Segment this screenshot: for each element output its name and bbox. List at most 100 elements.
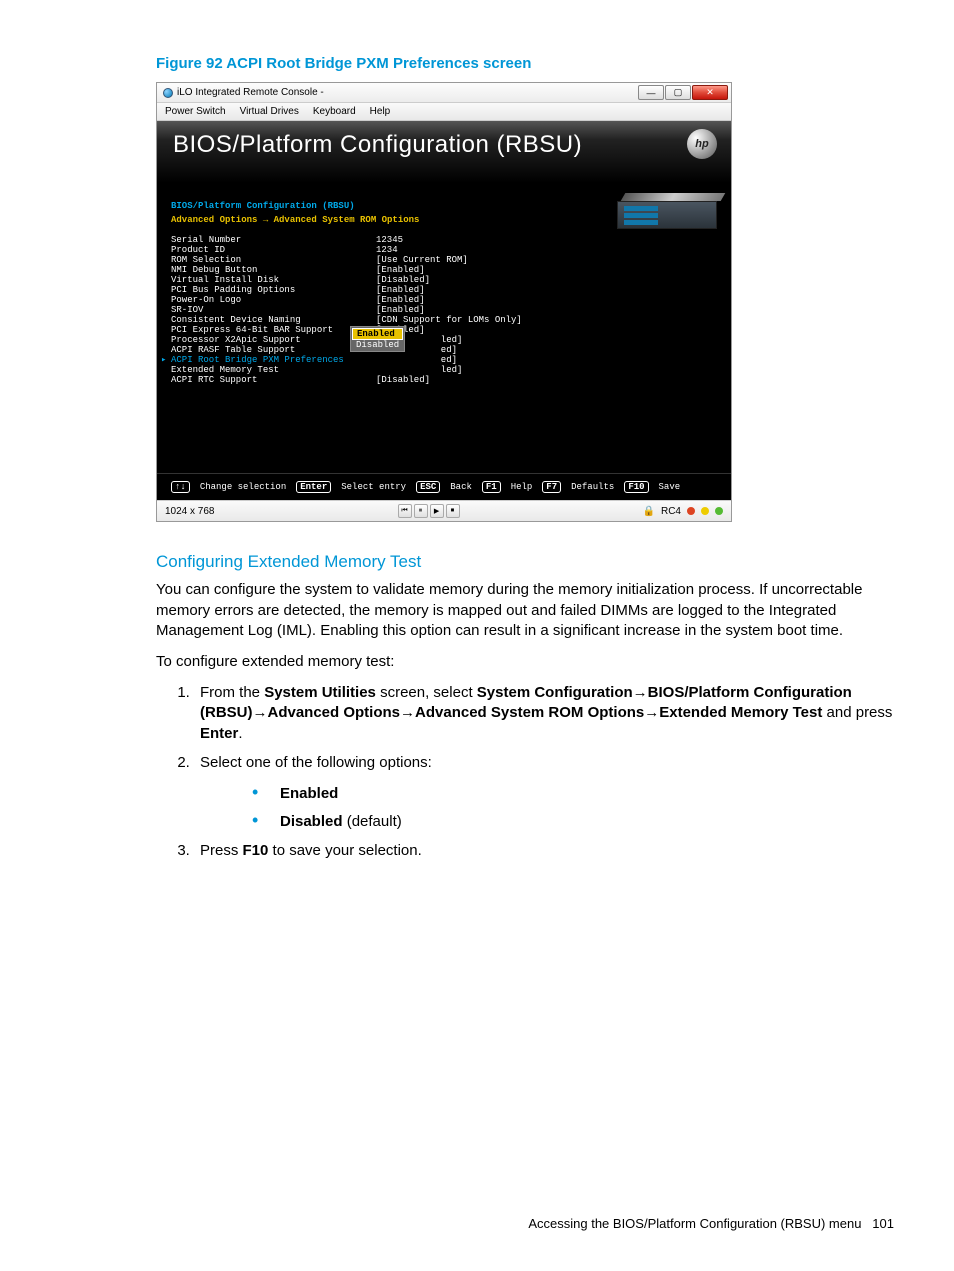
footer-text: Accessing the BIOS/Platform Configuratio… bbox=[528, 1216, 861, 1231]
key-f10-label: Save bbox=[659, 482, 681, 492]
bios-setting-value: [Enabled] bbox=[376, 285, 425, 295]
step1-arrow1: → bbox=[633, 684, 648, 701]
option-enabled: Enabled bbox=[246, 780, 894, 805]
step1-advsysrom: Advanced System ROM Options bbox=[415, 704, 644, 721]
status-dot-red bbox=[687, 507, 695, 515]
option-popup: Enabled Disabled bbox=[350, 326, 405, 352]
option-disabled: Disabled (default) bbox=[246, 808, 894, 833]
bios-setting-row[interactable]: ROM Selection[Use Current ROM] bbox=[171, 255, 717, 265]
bios-setting-row[interactable]: ACPI RASF Table Support ed] bbox=[171, 345, 717, 355]
bios-setting-label: Virtual Install Disk bbox=[171, 275, 376, 285]
bios-setting-row[interactable]: NMI Debug Button[Enabled] bbox=[171, 265, 717, 275]
bios-setting-value: led] bbox=[376, 365, 462, 375]
window-title-group: iLO Integrated Remote Console - bbox=[163, 87, 324, 98]
status-resolution: 1024 x 768 bbox=[165, 506, 215, 517]
bios-setting-value: [Disabled] bbox=[376, 275, 430, 285]
bios-setting-label: Product ID bbox=[171, 245, 376, 255]
steps-list: From the System Utilities screen, select… bbox=[156, 683, 894, 862]
server-illustration-icon bbox=[617, 193, 717, 239]
bios-setting-row[interactable]: Power-On Logo[Enabled] bbox=[171, 295, 717, 305]
bios-setting-label: ACPI RTC Support bbox=[171, 375, 376, 385]
menu-keyboard[interactable]: Keyboard bbox=[313, 106, 356, 117]
play-button[interactable]: ▶ bbox=[430, 504, 444, 518]
bios-setting-row[interactable]: SR-IOV[Enabled] bbox=[171, 305, 717, 315]
lock-icon: 🔒 bbox=[643, 506, 655, 517]
bios-setting-row[interactable]: PCI Bus Padding Options[Enabled] bbox=[171, 285, 717, 295]
key-f7-label: Defaults bbox=[571, 482, 614, 492]
step1-arrow4: → bbox=[644, 704, 659, 721]
step1-text2: screen, select bbox=[376, 684, 477, 701]
bios-setting-label: Consistent Device Naming bbox=[171, 315, 376, 325]
bios-setting-row[interactable]: Virtual Install Disk[Disabled] bbox=[171, 275, 717, 285]
key-f7: F7 bbox=[542, 481, 561, 493]
body-paragraph-2: To configure extended memory test: bbox=[156, 652, 894, 673]
bios-setting-label: NMI Debug Button bbox=[171, 265, 376, 275]
bios-setting-label: ACPI Root Bridge PXM Preferences bbox=[171, 355, 376, 365]
bios-settings-list: Serial Number12345Product ID1234ROM Sele… bbox=[171, 235, 717, 385]
bios-setting-row[interactable]: ACPI RTC Support[Disabled] bbox=[171, 375, 717, 385]
menu-power-switch[interactable]: Power Switch bbox=[165, 106, 226, 117]
window-titlebar: iLO Integrated Remote Console - — ▢ ✕ bbox=[157, 83, 731, 103]
step-2: Select one of the following options: Ena… bbox=[194, 753, 894, 833]
step-1: From the System Utilities screen, select… bbox=[194, 683, 894, 745]
bios-setting-value: 1234 bbox=[376, 245, 398, 255]
minimize-button[interactable]: — bbox=[638, 85, 664, 100]
key-f1-label: Help bbox=[511, 482, 533, 492]
bios-setting-row[interactable]: Processor X2Apic Support led] bbox=[171, 335, 717, 345]
bios-setting-value: [Use Current ROM] bbox=[376, 255, 468, 265]
bios-banner: BIOS/Platform Configuration (RBSU) hp bbox=[157, 121, 731, 183]
rewind-button[interactable]: ⏮ bbox=[398, 504, 412, 518]
key-esc: ESC bbox=[416, 481, 440, 493]
bios-setting-label: ACPI RASF Table Support bbox=[171, 345, 376, 355]
key-arrows-label: Change selection bbox=[200, 482, 286, 492]
options-list: Enabled Disabled (default) bbox=[200, 780, 894, 834]
bios-setting-label: PCI Express 64-Bit BAR Support bbox=[171, 325, 376, 335]
step3-text1: Press bbox=[200, 842, 243, 859]
bios-setting-value: [CDN Support for LOMs Only] bbox=[376, 315, 522, 325]
bios-setting-label: SR-IOV bbox=[171, 305, 376, 315]
bios-setting-value: [Enabled] bbox=[376, 295, 425, 305]
maximize-button[interactable]: ▢ bbox=[665, 85, 691, 100]
popup-option-enabled[interactable]: Enabled bbox=[352, 328, 403, 340]
bios-setting-value: [Enabled] bbox=[376, 265, 425, 275]
key-enter: Enter bbox=[296, 481, 331, 493]
step1-enter: Enter bbox=[200, 725, 238, 742]
close-button[interactable]: ✕ bbox=[692, 85, 728, 100]
bios-setting-value: 12345 bbox=[376, 235, 403, 245]
step1-sysconfig: System Configuration bbox=[477, 684, 633, 701]
hp-logo-icon: hp bbox=[687, 129, 717, 159]
bios-keybar: ↑↓ Change selection Enter Select entry E… bbox=[157, 473, 731, 500]
bios-setting-value: ed] bbox=[376, 355, 457, 365]
bios-setting-row[interactable]: Consistent Device Naming[CDN Support for… bbox=[171, 315, 717, 325]
pause-button[interactable]: ⏸ bbox=[414, 504, 428, 518]
popup-option-disabled[interactable]: Disabled bbox=[352, 340, 403, 350]
key-f1: F1 bbox=[482, 481, 501, 493]
bios-setting-value: [Enabled] bbox=[376, 305, 425, 315]
option-disabled-label: Disabled bbox=[280, 813, 343, 830]
status-right-group: 🔒 RC4 bbox=[643, 506, 723, 517]
status-dot-green bbox=[715, 507, 723, 515]
bios-setting-label: Processor X2Apic Support bbox=[171, 335, 376, 345]
bios-setting-row[interactable]: ACPI Root Bridge PXM Preferences ed] bbox=[171, 355, 717, 365]
key-enter-label: Select entry bbox=[341, 482, 406, 492]
step2-text: Select one of the following options: bbox=[200, 754, 432, 771]
step1-sysutil: System Utilities bbox=[264, 684, 376, 701]
step-3: Press F10 to save your selection. bbox=[194, 841, 894, 862]
stop-button[interactable]: ⏹ bbox=[446, 504, 460, 518]
bios-setting-row[interactable]: PCI Express 64-Bit BAR Support[Enabled] bbox=[171, 325, 717, 335]
page-footer: Accessing the BIOS/Platform Configuratio… bbox=[528, 1216, 894, 1231]
bios-setting-row[interactable]: Extended Memory Test led] bbox=[171, 365, 717, 375]
window-button-group: — ▢ ✕ bbox=[638, 85, 728, 100]
menu-virtual-drives[interactable]: Virtual Drives bbox=[240, 106, 299, 117]
bios-banner-title: BIOS/Platform Configuration (RBSU) bbox=[173, 131, 715, 159]
bios-setting-row[interactable]: Product ID1234 bbox=[171, 245, 717, 255]
key-arrows: ↑↓ bbox=[171, 481, 190, 493]
window-menubar: Power Switch Virtual Drives Keyboard Hel… bbox=[157, 103, 731, 121]
key-f10: F10 bbox=[624, 481, 648, 493]
menu-help[interactable]: Help bbox=[370, 106, 391, 117]
step1-text4: . bbox=[238, 725, 242, 742]
bios-body: BIOS/Platform Configuration (RBSU) Advan… bbox=[157, 183, 731, 473]
screenshot-container: iLO Integrated Remote Console - — ▢ ✕ Po… bbox=[156, 82, 732, 522]
step1-extmem: Extended Memory Test bbox=[659, 704, 822, 721]
bios-setting-label: Extended Memory Test bbox=[171, 365, 376, 375]
